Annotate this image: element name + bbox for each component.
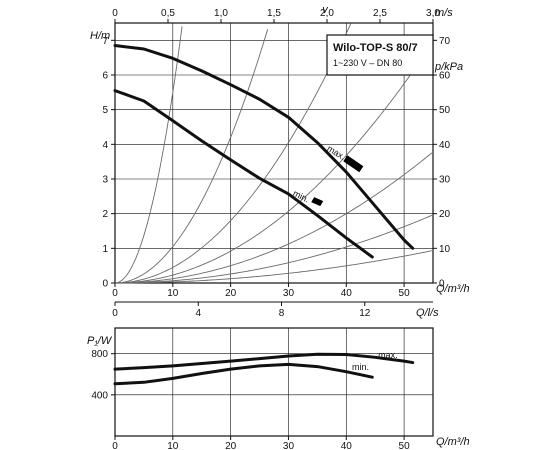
secondary-x-axis-label: Q/l/s bbox=[416, 307, 439, 319]
top-p-tick-7: 70 bbox=[439, 36, 451, 47]
bottom-power-curve-1 bbox=[113, 362, 374, 386]
top-p-tick-3: 30 bbox=[439, 175, 451, 186]
system-curve-3 bbox=[114, 43, 433, 284]
top-x-tick-1: 10 bbox=[167, 288, 179, 299]
bottom-series-label-0: max. bbox=[378, 350, 398, 360]
top-x-tick-5: 50 bbox=[399, 288, 411, 299]
top-p-tick-2: 20 bbox=[439, 209, 451, 220]
top-x-tick-4: 40 bbox=[341, 288, 353, 299]
top-y-tick-6: 6 bbox=[102, 71, 108, 82]
bottom-power-curve-0 bbox=[113, 352, 415, 371]
top-x-tick-3: 30 bbox=[283, 288, 295, 299]
top-v-tick-4: 2,0 bbox=[320, 8, 334, 19]
top-v-axis-label: v bbox=[322, 4, 329, 16]
top-chart-title: Wilo-TOP-S 80/7 bbox=[333, 42, 418, 54]
top-pump-curve-1 bbox=[113, 89, 374, 259]
top-p-tick-4: 40 bbox=[439, 140, 451, 151]
top-v-tick-5: 2,5 bbox=[373, 8, 387, 19]
top-pump-curve-0 bbox=[113, 44, 415, 250]
top-y-tick-3: 3 bbox=[102, 175, 108, 186]
top-series-marker-1 bbox=[311, 197, 324, 207]
top-v-tick-1: 0,5 bbox=[161, 8, 175, 19]
top-y-tick-5: 5 bbox=[102, 105, 108, 116]
secondary-x-tick-1: 4 bbox=[195, 308, 201, 319]
bottom-series-label-1: min. bbox=[352, 362, 369, 372]
top-p-tick-5: 50 bbox=[439, 105, 451, 116]
top-y-tick-0: 0 bbox=[102, 279, 108, 290]
secondary-x-tick-2: 8 bbox=[279, 308, 285, 319]
top-series-marker-0 bbox=[343, 155, 364, 173]
top-y-axis-label: H/m bbox=[90, 30, 110, 42]
top-chart-subtitle: 1~230 V – DN 80 bbox=[333, 58, 402, 68]
top-x-tick-0: 0 bbox=[112, 288, 118, 299]
secondary-x-tick-3: 12 bbox=[359, 308, 371, 319]
secondary-x-tick-0: 0 bbox=[112, 308, 118, 319]
top-v-tick-2: 1,0 bbox=[214, 8, 228, 19]
bottom-x-tick-2: 20 bbox=[225, 441, 237, 450]
top-v-tick-0: 0 bbox=[112, 8, 118, 19]
system-curve-2 bbox=[114, 23, 352, 284]
bottom-y-axis-label: P₁/W bbox=[87, 335, 113, 347]
system-curve-4 bbox=[114, 152, 433, 284]
bottom-y-tick-1: 800 bbox=[91, 349, 108, 360]
top-x-tick-2: 20 bbox=[225, 288, 237, 299]
top-x-axis-label: Q/m³/h bbox=[436, 283, 470, 295]
top-y-tick-1: 1 bbox=[102, 244, 108, 255]
bottom-x-tick-3: 30 bbox=[283, 441, 295, 450]
top-p-tick-0: 0 bbox=[439, 279, 445, 290]
top-v-tick-6: 3,0 bbox=[426, 8, 440, 19]
bottom-y-tick-0: 400 bbox=[91, 390, 108, 401]
system-curve-6 bbox=[115, 250, 432, 284]
top-p-axis-label: p/kPa bbox=[434, 61, 463, 73]
top-p-tick-6: 60 bbox=[439, 71, 451, 82]
top-y-tick-4: 4 bbox=[102, 140, 108, 151]
top-y-tick-7: 7 bbox=[102, 36, 108, 47]
system-curve-5 bbox=[115, 214, 433, 284]
top-series-label-0: max. bbox=[325, 143, 347, 162]
bottom-x-tick-5: 50 bbox=[399, 441, 411, 450]
top-y-tick-2: 2 bbox=[102, 209, 108, 220]
top-legend-box bbox=[326, 34, 434, 76]
bottom-x-tick-0: 0 bbox=[112, 441, 118, 450]
system-curve-1 bbox=[114, 29, 269, 284]
bottom-x-axis-label: Q/m³/h bbox=[436, 436, 470, 448]
top-p-tick-1: 10 bbox=[439, 244, 451, 255]
bottom-plot-frame bbox=[114, 327, 434, 437]
top-v-tick-3: 1,5 bbox=[267, 8, 281, 19]
system-curve-0 bbox=[114, 26, 183, 284]
bottom-x-tick-1: 10 bbox=[167, 441, 179, 450]
top-v-unit-label: m/s bbox=[435, 7, 453, 19]
bottom-x-tick-4: 40 bbox=[341, 441, 353, 450]
